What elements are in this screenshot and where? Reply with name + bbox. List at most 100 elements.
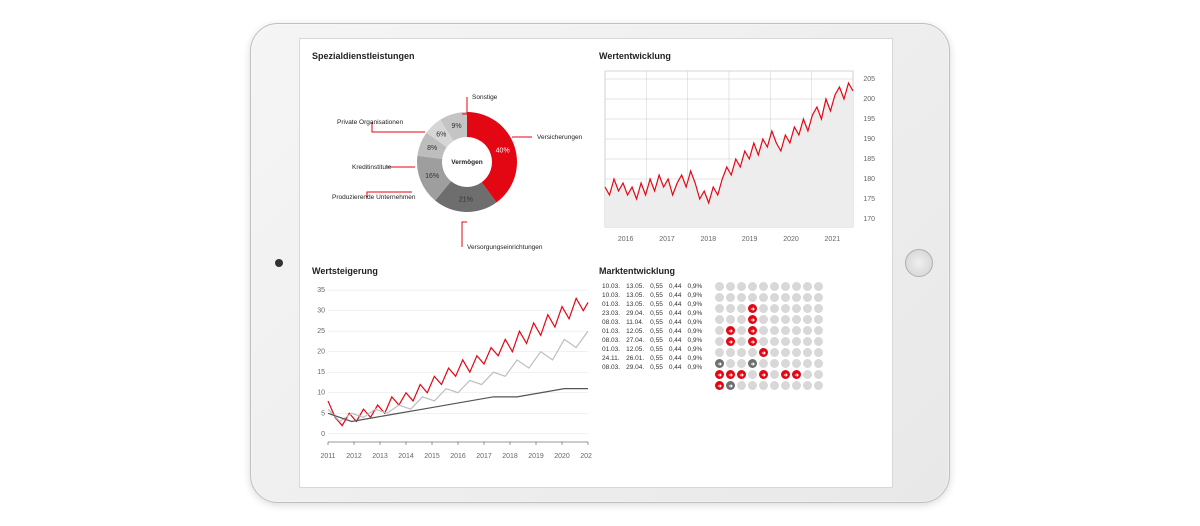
tablet-frame: Spezialdienstleistungen 40%Versicherunge…: [250, 23, 950, 503]
indicator-dot: [814, 381, 823, 390]
market-cell: 11.04.: [623, 318, 647, 327]
market-cell: 10.03.: [599, 291, 623, 300]
dot-row: [715, 337, 823, 346]
indicator-dot: [792, 304, 801, 313]
indicator-dot: [770, 359, 779, 368]
x-tick-label: 2019: [742, 236, 758, 243]
indicator-dot: [770, 293, 779, 302]
market-cell: 10.03.: [599, 282, 623, 291]
indicator-dot: [748, 348, 757, 357]
market-cell: 0,55: [647, 282, 666, 291]
indicator-dot: [814, 359, 823, 368]
dot-row: [715, 348, 823, 357]
indicator-dot: [803, 293, 812, 302]
dot-row: [715, 315, 823, 324]
indicator-dot: [781, 326, 790, 335]
indicator-dot: [748, 304, 757, 313]
market-cell: 27.04.: [623, 336, 647, 345]
market-cell: 01.03.: [599, 327, 623, 336]
x-tick-label: 2011: [320, 453, 335, 460]
indicator-dot: [737, 370, 746, 379]
market-cell: 0,55: [647, 336, 666, 345]
indicator-dot: [814, 282, 823, 291]
indicator-dot: [792, 348, 801, 357]
indicator-dot: [792, 359, 801, 368]
indicator-dot: [781, 381, 790, 390]
market-cell: 0,44: [666, 345, 685, 354]
x-tick-label: 2016: [618, 236, 634, 243]
indicator-dot: [726, 304, 735, 313]
indicator-dot: [770, 381, 779, 390]
donut-chart: 40%Versicherungen21%Versorgungseinrichtu…: [312, 67, 593, 260]
market-cell: 01.03.: [599, 345, 623, 354]
y-tick-label: 15: [317, 369, 325, 376]
indicator-dot: [737, 282, 746, 291]
market-cell: 0,44: [666, 327, 685, 336]
market-cell: 29.04.: [623, 363, 647, 372]
market-cell: 08.03.: [599, 336, 623, 345]
slice-label: Produzierende Unternehmen: [332, 194, 416, 201]
indicator-dot: [759, 304, 768, 313]
indicator-dot: [792, 370, 801, 379]
market-cell: 13.05.: [623, 291, 647, 300]
dot-row: [715, 359, 823, 368]
market-row: 01.03.13.05.0,550,440,9%: [599, 300, 705, 309]
market-row: 24.11.26.01.0,550,440,9%: [599, 354, 705, 363]
indicator-dot: [814, 348, 823, 357]
slice-pct-label: 6%: [436, 132, 446, 139]
slice-label: Private Organisationen: [337, 119, 404, 126]
indicator-dot: [770, 315, 779, 324]
dot-row: [715, 293, 823, 302]
indicator-dot: [803, 381, 812, 390]
market-cell: 0,55: [647, 300, 666, 309]
market-cell: 08.03.: [599, 363, 623, 372]
indicator-dot: [781, 348, 790, 357]
market-cell: 24.11.: [599, 354, 623, 363]
market-cell: 0,55: [647, 363, 666, 372]
indicator-dot: [726, 370, 735, 379]
indicator-dot: [792, 337, 801, 346]
y-tick-label: 20: [317, 349, 325, 356]
dot-row: [715, 326, 823, 335]
x-tick-label: 2013: [372, 453, 388, 460]
indicator-dot: [759, 359, 768, 368]
slice-pct-label: 21%: [459, 196, 473, 203]
indicator-dot: [814, 337, 823, 346]
market-panel: Marktentwicklung 10.03.13.05.0,550,440,9…: [599, 266, 880, 475]
market-cell: 0,44: [666, 291, 685, 300]
dashboard-screen: Spezialdienstleistungen 40%Versicherunge…: [299, 38, 893, 488]
market-row: 08.03.27.04.0,550,440,9%: [599, 336, 705, 345]
indicator-dot: [792, 381, 801, 390]
x-tick-label: 2018: [502, 453, 518, 460]
market-row: 23.03.29.04.0,550,440,9%: [599, 309, 705, 318]
indicator-dot: [781, 282, 790, 291]
indicator-dot: [737, 381, 746, 390]
indicator-dot: [715, 348, 724, 357]
indicator-dot: [715, 326, 724, 335]
indicator-dot: [737, 326, 746, 335]
indicator-dot: [814, 315, 823, 324]
indicator-dot: [803, 282, 812, 291]
slice-label: Sonstige: [472, 94, 498, 101]
market-cell: 26.01.: [623, 354, 647, 363]
y-tick-label: 205: [863, 76, 875, 83]
indicator-dot: [792, 315, 801, 324]
x-tick-label: 2021: [580, 453, 592, 460]
growth-series-line: [328, 331, 588, 421]
market-row: 10.03.13.05.0,550,440,9%: [599, 291, 705, 300]
indicator-dot: [803, 370, 812, 379]
indicator-dot: [781, 293, 790, 302]
performance-chart: 1701751801851901952002052016201720182019…: [599, 67, 877, 247]
indicator-dot: [748, 293, 757, 302]
indicator-dot: [748, 326, 757, 335]
indicator-dot: [803, 348, 812, 357]
y-tick-label: 25: [317, 328, 325, 335]
indicator-dot: [814, 304, 823, 313]
y-tick-label: 175: [863, 196, 875, 203]
home-button[interactable]: [905, 249, 933, 277]
y-tick-label: 5: [321, 410, 325, 417]
indicator-dot: [748, 282, 757, 291]
performance-panel: Wertentwicklung 170175180185190195200205…: [599, 51, 880, 260]
x-tick-label: 2020: [783, 236, 799, 243]
indicator-dot: [792, 282, 801, 291]
